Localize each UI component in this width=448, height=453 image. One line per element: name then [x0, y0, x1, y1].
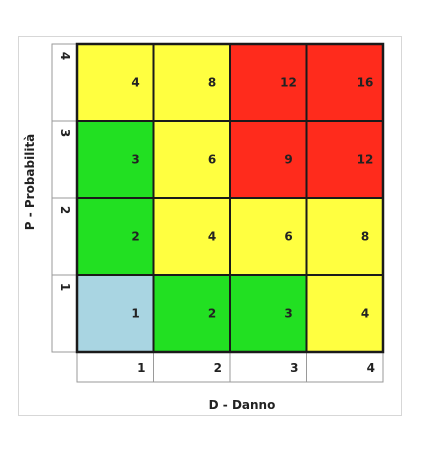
y-tick-label: 4 [58, 52, 72, 60]
matrix-cell [76, 197, 155, 276]
cell-value: 12 [280, 76, 297, 90]
cell-value: 4 [131, 76, 139, 90]
cell-value: 3 [284, 307, 292, 321]
x-tick-label: 1 [137, 361, 145, 375]
cell-value: 16 [357, 76, 374, 90]
matrix-cell [305, 274, 384, 353]
matrix-cell [76, 120, 155, 199]
x-tick-label: 2 [214, 361, 222, 375]
cell-value: 6 [284, 230, 292, 244]
matrix-cells: 4 8 12 163 6 9 122 4 6 81 2 3 4 [75, 42, 385, 354]
cell-value: 9 [284, 153, 292, 167]
matrix-cell [152, 274, 231, 353]
cell-value: 2 [131, 230, 139, 244]
y-tick-label: 1 [58, 283, 72, 291]
cell-value: 1 [131, 307, 139, 321]
x-axis-title: D - Danno [209, 398, 276, 412]
y-axis-title: P - Probabilità [23, 134, 37, 231]
matrix-cell [305, 120, 384, 199]
matrix-cell [229, 197, 308, 276]
cell-value: 6 [208, 153, 216, 167]
x-axis-box: 1 2 3 4 [76, 351, 384, 383]
matrix-cell [305, 197, 384, 276]
cell-value: 8 [208, 76, 216, 90]
matrix-cell [76, 43, 155, 122]
cell-value: 12 [357, 153, 374, 167]
cell-value: 8 [361, 230, 369, 244]
cell-value: 2 [208, 307, 216, 321]
cell-value: 3 [131, 153, 139, 167]
matrix-cell [229, 120, 308, 199]
cell-value: 4 [361, 307, 369, 321]
matrix-cell [229, 274, 308, 353]
x-tick-label: 3 [290, 361, 298, 375]
matrix-cell [152, 120, 231, 199]
y-axis-box: 4 3 2 1 [51, 43, 78, 353]
y-tick-label: 3 [58, 129, 72, 137]
y-tick-label: 2 [58, 206, 72, 214]
matrix-border [75, 42, 385, 354]
matrix-cell [152, 197, 231, 276]
matrix-cell [76, 274, 155, 353]
cell-value: 4 [208, 230, 216, 244]
x-tick-label: 4 [367, 361, 375, 375]
matrix-cell [152, 43, 231, 122]
matrix-cell [305, 43, 384, 122]
